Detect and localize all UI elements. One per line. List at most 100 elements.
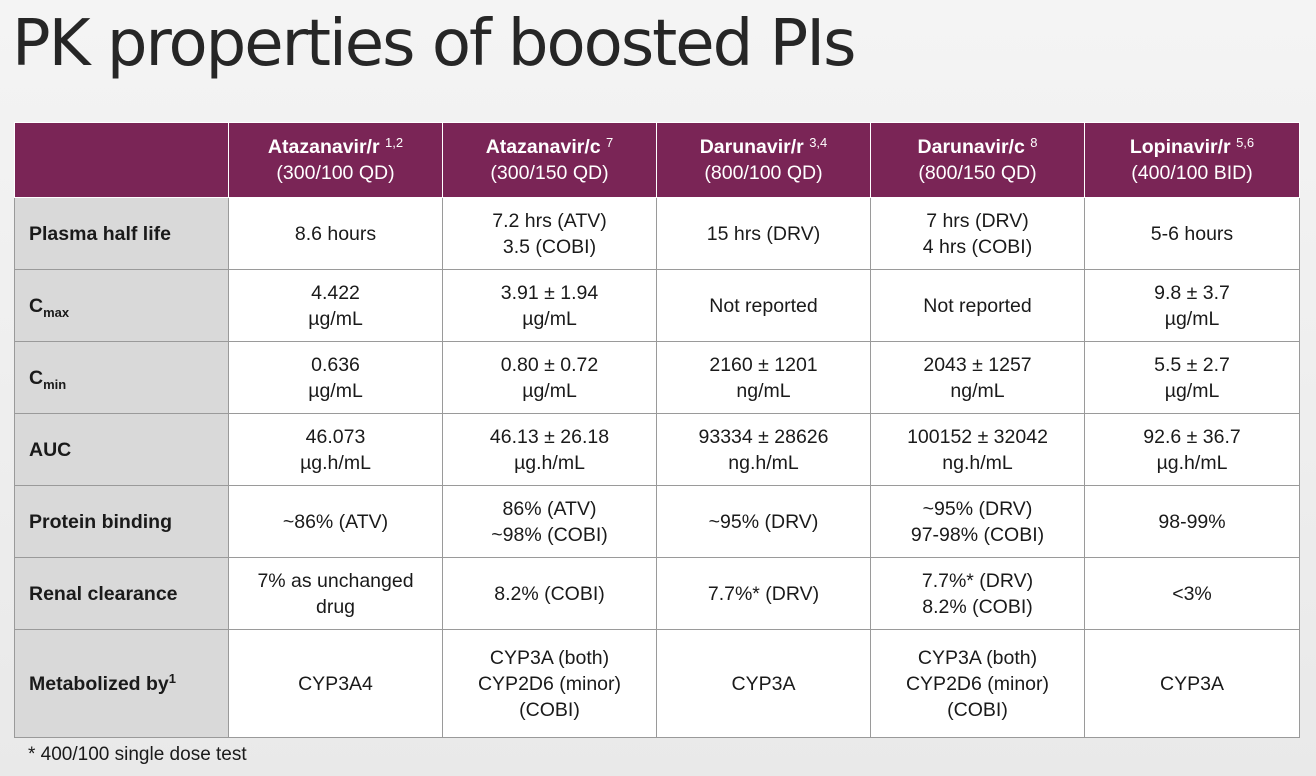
cell-line: 100152 ± 32042 [907,425,1048,448]
cell-line: µg/mL [1164,379,1220,402]
cell-line: CYP3A4 [298,672,373,695]
cell-line: Not reported [709,294,818,317]
cell-line: 92.6 ± 36.7 [1143,425,1241,448]
cell-line: µg.h/mL [1156,451,1228,474]
row-label: Plasma half life [14,196,229,271]
table-cell: CYP3A [1084,629,1300,738]
dose-regimen: (300/150 QD) [490,162,609,184]
footnote: * 400/100 single dose test [28,744,247,765]
table-cell: 7% as unchanged drug [228,557,443,631]
cell-line: ng.h/mL [728,451,799,474]
cell-line: 0.80 ± 0.72 [500,353,599,376]
table-cell: 98-99% [1084,485,1300,559]
table-row: Metabolized by1 CYP3A4 CYP3A (both) CYP2D6 … [14,629,1300,738]
cell-line: 4.422 [311,281,360,304]
cell-line: CYP3A [731,672,796,695]
cell-line: 46.073 [305,425,366,448]
cell-line: ng/mL [950,379,1005,402]
reference-superscript: 1,2 [384,135,404,150]
cell-line: 0.636 [311,353,360,376]
cell-line: 5-6 hours [1150,222,1234,245]
drug-name: Darunavir/c 8 [917,135,1038,158]
table-cell: 5.5 ± 2.7 µg/mL [1084,341,1300,415]
table-cell: 7.2 hrs (ATV) 3.5 (COBI) [442,196,657,271]
table-row: Protein binding ~86% (ATV) 86% (ATV) ~98% (… [14,485,1300,559]
cell-line: CYP3A (both) [489,646,610,669]
table-cell: CYP3A4 [228,629,443,738]
table-cell: 46.13 ± 26.18 µg.h/mL [442,413,657,487]
cell-line: µg/mL [1164,307,1220,330]
cell-line: ~95% (DRV) [708,510,819,533]
table-cell: 92.6 ± 36.7 µg.h/mL [1084,413,1300,487]
cell-line: (COBI) [519,698,580,721]
cell-line: CYP3A [1160,672,1224,695]
table-cell: ~95% (DRV) 97-98% (COBI) [870,485,1085,559]
table-cell: CYP3A (both) CYP2D6 (minor) (COBI) [870,629,1085,738]
table-row: Plasma half life 8.6 hours 7.2 hrs (ATV) 3.… [14,196,1300,271]
cell-line: ~98% (COBI) [491,523,608,546]
cell-line: 98-99% [1158,510,1226,533]
table-cell: 100152 ± 32042 ng.h/mL [870,413,1085,487]
cell-line: ng.h/mL [942,451,1013,474]
table-cell: CYP3A (both) CYP2D6 (minor) (COBI) [442,629,657,738]
reference-superscript: 5,6 [1236,135,1255,150]
slide-title: PK properties of boosted PIs [12,7,856,81]
table-cell: 86% (ATV) ~98% (COBI) [442,485,657,559]
table-cell: 0.636 µg/mL [228,341,443,415]
table-cell: 2043 ± 1257 ng/mL [870,341,1085,415]
table-row: Renal clearance 7% as unchanged drug 8.2% (… [14,557,1300,631]
cell-line: 3.5 (COBI) [502,235,597,258]
cell-line: 46.13 ± 26.18 [489,425,610,448]
table-cell: Not reported [870,269,1085,343]
cell-line: 7 hrs (DRV) [926,209,1029,232]
pk-table: Atazanavir/r 1,2 (300/100 QD) Atazanavir/c… [14,122,1300,738]
header-corner-cell [14,122,229,198]
table-cell: 3.91 ± 1.94 µg/mL [442,269,657,343]
table-cell: 4.422 µg/mL [228,269,443,343]
table-cell: ~95% (DRV) [656,485,871,559]
dose-regimen: (400/100 BID) [1131,162,1253,184]
cell-line: 4 hrs (COBI) [922,235,1033,258]
column-header: Atazanavir/r 1,2 (300/100 QD) [228,122,443,198]
table-cell: Not reported [656,269,871,343]
drug-name: Lopinavir/r 5,6 [1129,135,1255,158]
row-label: Cmax [14,269,229,343]
column-header: Darunavir/r 3,4 (800/100 QD) [656,122,871,198]
table-cell: 0.80 ± 0.72 µg/mL [442,341,657,415]
cell-line: ~95% (DRV) [922,497,1033,520]
cell-line: 7.7%* (DRV) [921,569,1034,592]
cell-line: 97-98% (COBI) [910,523,1045,546]
table-cell: 9.8 ± 3.7 µg/mL [1084,269,1300,343]
table-cell: 7.7%* (DRV) [656,557,871,631]
cell-line: 2043 ± 1257 [923,353,1032,376]
row-label: Protein binding [14,485,229,559]
cell-line: ng/mL [736,379,791,402]
cell-line: 93334 ± 28626 [698,425,829,448]
dose-regimen: (300/100 QD) [276,162,395,184]
row-label: Metabolized by1 [14,629,229,738]
column-header: Lopinavir/r 5,6 (400/100 BID) [1084,122,1300,198]
dose-regimen: (800/100 QD) [704,162,823,184]
table-cell: 2160 ± 1201 ng/mL [656,341,871,415]
table-cell: CYP3A [656,629,871,738]
reference-superscript: 8 [1030,135,1038,150]
cell-line: µg/mL [522,307,577,330]
row-label: Cmin [14,341,229,415]
drug-name: Atazanavir/r 1,2 [267,135,404,158]
table-cell: 7.7%* (DRV) 8.2% (COBI) [870,557,1085,631]
table-cell: 5-6 hours [1084,196,1300,271]
table-cell: 7 hrs (DRV) 4 hrs (COBI) [870,196,1085,271]
cell-line: 9.8 ± 3.7 [1154,281,1230,304]
table-row: AUC 46.073 µg.h/mL 46.13 ± 26.18 µg.h/mL 9333… [14,413,1300,487]
column-header: Atazanavir/c 7 (300/150 QD) [442,122,657,198]
drug-name: Darunavir/r 3,4 [699,135,828,158]
reference-superscript: 3,4 [809,135,828,150]
cell-line: drug [315,595,356,618]
cell-line: µg/mL [522,379,577,402]
drug-name: Atazanavir/c 7 [485,135,614,158]
table-cell: 15 hrs (DRV) [656,196,871,271]
cell-line: 2160 ± 1201 [709,353,818,376]
cell-line: 7% as unchanged [257,569,414,592]
cell-line: µg.h/mL [300,451,371,474]
cell-line: CYP2D6 (minor) [477,672,622,695]
